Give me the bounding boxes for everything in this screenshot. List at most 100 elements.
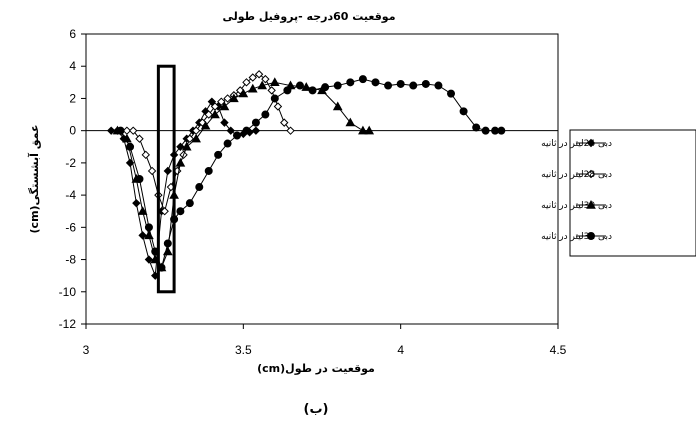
data-point [217, 97, 226, 106]
y-tick-label: -12 [59, 317, 77, 331]
legend-label: دبی 32لیتر در ثانیه [541, 232, 612, 242]
y-tick-label: 2 [69, 91, 76, 105]
y-tick-label: 6 [69, 27, 76, 41]
data-point [472, 123, 481, 132]
data-point [261, 74, 270, 84]
data-point [248, 73, 257, 82]
data-point [280, 118, 289, 127]
data-point [434, 81, 443, 90]
data-point [481, 126, 490, 135]
data-point [138, 231, 147, 240]
data-point [176, 207, 185, 216]
highlight-rect [156, 64, 176, 294]
y-axis-title: عمق آبشستگی(cm) [27, 125, 41, 234]
data-point [135, 134, 144, 143]
data-point [269, 77, 280, 87]
data-point [204, 166, 213, 175]
data-point [421, 79, 430, 88]
y-tick-label: -8 [65, 253, 76, 267]
data-point [283, 86, 292, 95]
data-point [229, 93, 239, 103]
y-tick-label: -2 [65, 156, 76, 170]
data-point [220, 118, 229, 127]
data-point [160, 207, 169, 216]
data-point [333, 81, 342, 90]
legend-item: دبی 24لیتر در ثانیه [541, 138, 612, 149]
data-point [185, 199, 194, 208]
data-point [273, 102, 283, 111]
data-point [459, 107, 468, 116]
data-point [251, 126, 261, 135]
legend-item: دبی 28لیتر در ثانیه [541, 169, 612, 180]
legend-label: دبی 24لیتر در ثانیه [541, 139, 612, 149]
data-point [214, 150, 223, 159]
data-point [321, 83, 330, 92]
data-point [242, 78, 251, 87]
legend-item: دبی 32لیتر در ثانیه [541, 232, 612, 242]
data-point [409, 81, 418, 90]
data-point [207, 97, 217, 106]
x-tick-label: 3.5 [235, 343, 252, 357]
data-point [247, 83, 258, 93]
legend-marker [587, 232, 595, 240]
x-tick-label: 3 [83, 343, 90, 357]
data-point [295, 81, 304, 90]
y-tick-label: 4 [69, 59, 76, 73]
data-point [210, 109, 220, 119]
data-point [144, 255, 154, 264]
data-point [447, 89, 456, 98]
data-point [257, 80, 268, 90]
data-point [345, 117, 356, 127]
data-point [242, 126, 251, 135]
data-point [226, 126, 235, 135]
legend: دبی 24لیتر در ثانیه دبی 28لیتر در ثانیه دب… [541, 129, 696, 257]
data-point [396, 79, 405, 88]
data-point [163, 166, 173, 176]
data-point [261, 110, 270, 119]
data-point [181, 141, 192, 151]
data-point [270, 94, 279, 103]
data-point [223, 94, 232, 103]
x-tick-label: 4 [397, 343, 404, 357]
data-point [384, 81, 393, 90]
data-point [219, 101, 230, 111]
data-point [204, 110, 213, 119]
data-point [267, 86, 276, 95]
data-point [144, 223, 153, 232]
legend-marker [586, 199, 596, 209]
data-point [195, 183, 204, 192]
data-point [126, 142, 135, 151]
data-point [308, 86, 317, 95]
y-tick-label: -4 [65, 188, 76, 202]
x-axis: 3 3.5 4 4.5 [83, 324, 567, 357]
data-point [358, 125, 368, 135]
data-point [238, 88, 249, 98]
x-tick-label: 4.5 [550, 343, 567, 357]
data-point [200, 120, 211, 130]
legend-item: دبی 30لیتر در ثانیه [541, 199, 612, 211]
data-point [116, 126, 125, 135]
data-point [185, 134, 195, 143]
data-point [128, 126, 138, 135]
data-point [233, 131, 242, 140]
chart-title: موقعیت 60درجه -پروفیل طولی [222, 10, 395, 23]
data-point [175, 157, 186, 167]
legend-marker [586, 169, 596, 179]
legend-label: دبی 28لیتر در ثانیه [541, 170, 612, 180]
data-point [132, 198, 141, 208]
highlight-box [156, 64, 176, 294]
data-point [141, 150, 150, 160]
data-point [364, 125, 375, 135]
series-layer [106, 70, 506, 280]
data-point [191, 133, 201, 143]
y-axis: 6 4 2 0 -2 -4 -6 -8 -10 -12 [59, 27, 86, 331]
data-point [137, 206, 148, 215]
data-point [251, 118, 260, 127]
y-tick-label: -10 [59, 285, 77, 299]
plot-area [85, 33, 559, 325]
data-point [332, 101, 343, 111]
legend-marker [586, 138, 596, 148]
data-point [176, 142, 185, 151]
data-point [358, 75, 367, 84]
